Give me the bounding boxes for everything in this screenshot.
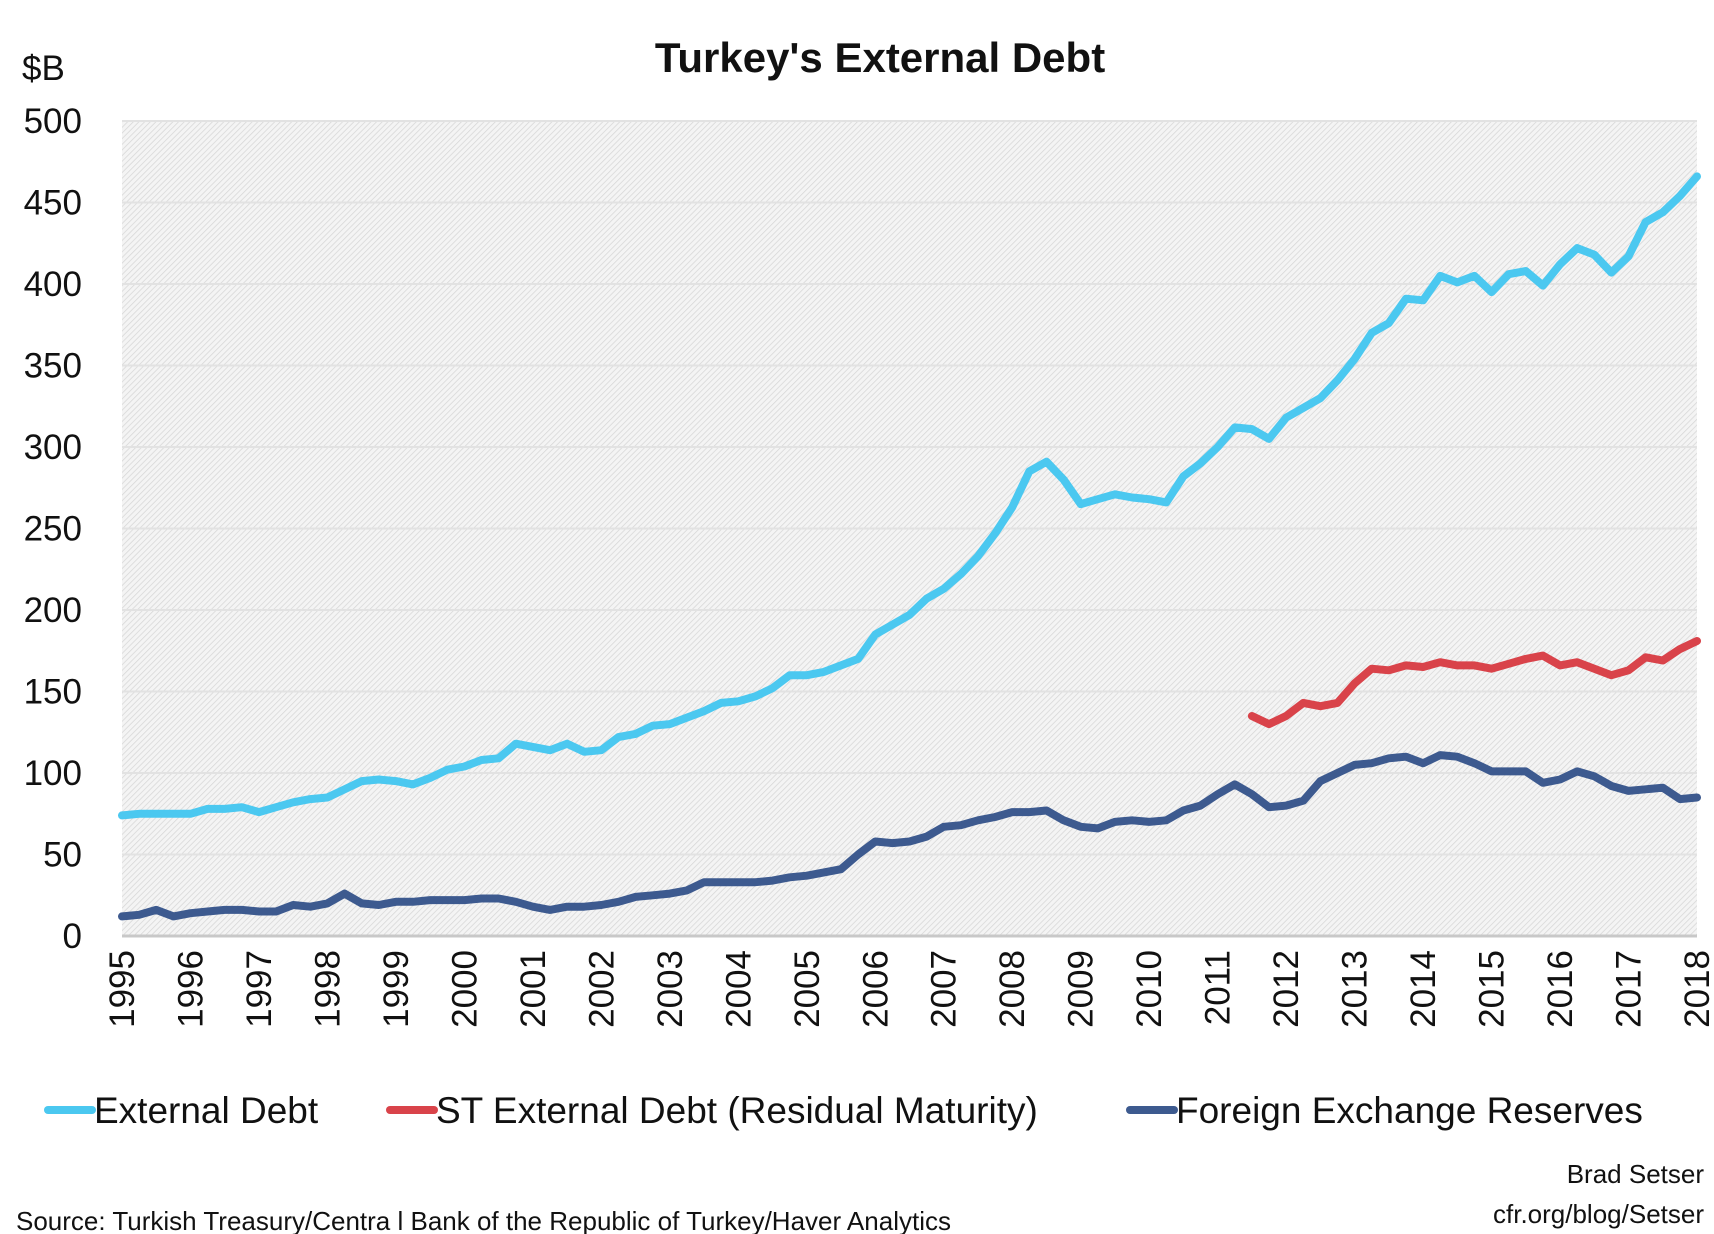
series-line-1 (1247, 637, 1701, 729)
source-note: Source: Turkish Treasury/Centra l Bank o… (16, 1206, 951, 1234)
legend-item: ST External Debt (Residual Maturity) (386, 1090, 1038, 1131)
legend-item: Foreign Exchange Reserves (1126, 1090, 1643, 1131)
x-tick-label: 2007 (925, 950, 964, 1028)
x-tick-label: 1998 (308, 950, 347, 1028)
x-tick-label: 2010 (1130, 950, 1169, 1028)
x-tick-label: 2011 (1199, 950, 1238, 1025)
y-axis: 0 50 100 150 200 250 300 350 400 450 500 (24, 102, 82, 956)
x-tick-label: 2014 (1404, 950, 1443, 1028)
y-tick-label: 250 (24, 510, 82, 549)
y-tick-label: 400 (24, 265, 82, 304)
y-tick-label: 200 (24, 591, 82, 630)
x-tick-label: 2017 (1610, 950, 1649, 1028)
y-tick-label: 50 (43, 836, 82, 875)
x-tick-label: 1995 (103, 950, 142, 1028)
x-tick-label: 2013 (1336, 950, 1375, 1028)
x-tick-label: 2015 (1473, 950, 1512, 1028)
y-tick-label: 300 (24, 428, 82, 467)
x-tick-label: 2005 (788, 950, 827, 1028)
x-tick-label: 2002 (582, 950, 621, 1028)
y-axis-label: $B (22, 49, 65, 88)
x-tick-label: 2018 (1678, 950, 1714, 1028)
x-tick-label: 2006 (856, 950, 895, 1028)
gridlines (122, 120, 1697, 938)
author-credit: Brad Setser (1567, 1159, 1705, 1189)
y-tick-label: 0 (63, 917, 82, 956)
x-tick-label: 2003 (651, 950, 690, 1028)
x-tick-label: 1999 (377, 950, 416, 1028)
x-tick-label: 2004 (719, 950, 758, 1028)
legend: External Debt ST External Debt (Residual … (44, 1090, 1643, 1131)
x-tick-label: 2012 (1267, 950, 1306, 1028)
y-tick-label: 450 (24, 184, 82, 223)
legend-label: ST External Debt (Residual Maturity) (436, 1090, 1038, 1131)
legend-label: External Debt (94, 1090, 319, 1131)
x-tick-label: 2008 (993, 950, 1032, 1028)
x-tick-label: 1996 (171, 950, 210, 1028)
site-credit: cfr.org/blog/Setser (1493, 1199, 1704, 1229)
series-line-0 (118, 172, 1701, 820)
legend-item: External Debt (44, 1090, 319, 1131)
y-tick-label: 350 (24, 347, 82, 386)
y-tick-label: 100 (24, 754, 82, 793)
series-lines (118, 172, 1701, 921)
x-tick-label: 2001 (514, 950, 553, 1028)
series-line-2 (118, 751, 1701, 921)
y-tick-label: 150 (24, 673, 82, 712)
y-tick-label: 500 (24, 102, 82, 141)
chart-title: Turkey's External Debt (655, 34, 1105, 81)
x-tick-label: 2016 (1541, 950, 1580, 1028)
x-tick-label: 1997 (240, 950, 279, 1028)
legend-label: Foreign Exchange Reserves (1176, 1090, 1643, 1131)
x-tick-label: 2000 (445, 950, 484, 1028)
x-axis: 1995 1996 1997 1998 1999 2000 2001 2002 2003 2004… (103, 950, 1714, 1028)
x-tick-label: 2009 (1062, 950, 1101, 1028)
